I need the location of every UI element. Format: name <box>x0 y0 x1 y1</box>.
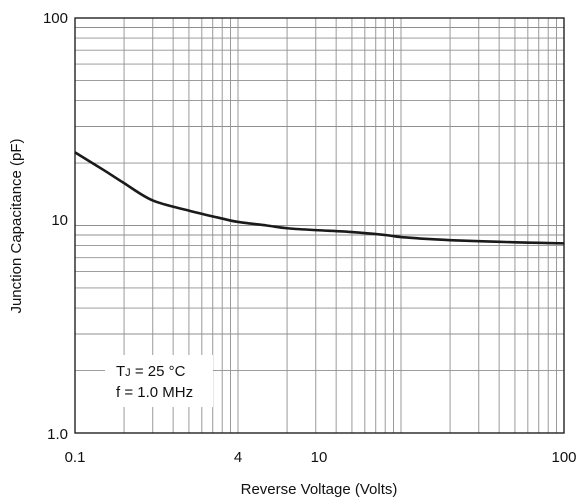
annotation-box <box>105 355 213 407</box>
plot-frame <box>74 17 565 434</box>
grid <box>75 18 564 433</box>
y-axis-title: Junction Capacitance (pF) <box>8 138 25 313</box>
annotation-temperature: TJ = 25 °C <box>116 363 186 380</box>
y-tick-label-1: 1.0 <box>47 426 68 443</box>
x-axis-title: Reverse Voltage (Volts) <box>241 481 398 498</box>
y-tick-label-100: 100 <box>43 10 68 27</box>
y-tick-label-10: 10 <box>51 212 68 229</box>
x-tick-label-4: 4 <box>234 449 242 466</box>
curve-layer <box>74 151 565 245</box>
capacitance-curve <box>74 151 565 245</box>
x-tick-label-10: 10 <box>311 449 328 466</box>
x-tick-label-0-1: 0.1 <box>65 449 86 466</box>
x-tick-label-100: 100 <box>551 449 576 466</box>
annotation-frequency: f = 1.0 MHz <box>116 384 193 401</box>
